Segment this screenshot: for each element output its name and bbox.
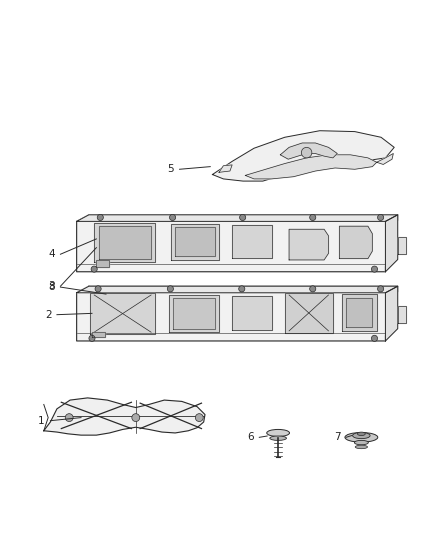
Circle shape xyxy=(371,335,378,342)
Text: 1: 1 xyxy=(38,416,45,426)
Polygon shape xyxy=(398,237,406,254)
Circle shape xyxy=(239,286,245,292)
Circle shape xyxy=(310,286,316,292)
Ellipse shape xyxy=(270,436,286,440)
Text: 2: 2 xyxy=(45,310,52,320)
Polygon shape xyxy=(398,306,406,324)
Text: 4: 4 xyxy=(48,249,55,259)
Polygon shape xyxy=(377,154,393,165)
Polygon shape xyxy=(385,215,398,272)
Circle shape xyxy=(89,335,95,342)
Circle shape xyxy=(167,286,173,292)
Polygon shape xyxy=(169,295,219,332)
Ellipse shape xyxy=(357,432,365,435)
Polygon shape xyxy=(232,296,272,330)
Polygon shape xyxy=(342,294,377,332)
Circle shape xyxy=(301,147,312,158)
Circle shape xyxy=(97,214,103,221)
Polygon shape xyxy=(285,293,333,333)
Polygon shape xyxy=(339,226,372,259)
Polygon shape xyxy=(289,229,328,260)
Circle shape xyxy=(170,214,176,221)
Polygon shape xyxy=(92,332,105,337)
Polygon shape xyxy=(77,286,398,341)
Polygon shape xyxy=(219,165,232,172)
Polygon shape xyxy=(173,298,215,329)
Ellipse shape xyxy=(267,430,290,437)
Text: 3: 3 xyxy=(48,281,55,291)
Polygon shape xyxy=(99,226,151,259)
Polygon shape xyxy=(77,215,398,221)
Polygon shape xyxy=(280,143,337,159)
Circle shape xyxy=(91,266,97,272)
Polygon shape xyxy=(232,225,272,258)
Circle shape xyxy=(95,286,101,292)
Polygon shape xyxy=(44,398,205,435)
Ellipse shape xyxy=(354,440,368,445)
Text: 6: 6 xyxy=(247,432,254,442)
Text: 5: 5 xyxy=(167,164,174,174)
Polygon shape xyxy=(96,260,109,266)
Circle shape xyxy=(195,414,203,422)
Circle shape xyxy=(240,214,246,221)
Ellipse shape xyxy=(353,432,370,439)
Polygon shape xyxy=(90,293,155,334)
Polygon shape xyxy=(245,155,377,179)
Polygon shape xyxy=(175,227,215,256)
Circle shape xyxy=(371,266,378,272)
Circle shape xyxy=(378,214,384,221)
Circle shape xyxy=(65,414,73,422)
Ellipse shape xyxy=(355,445,367,449)
Polygon shape xyxy=(385,286,398,341)
Polygon shape xyxy=(94,223,155,262)
Polygon shape xyxy=(77,286,398,293)
Polygon shape xyxy=(77,215,398,272)
Polygon shape xyxy=(171,223,219,260)
Text: 8: 8 xyxy=(48,282,55,292)
Circle shape xyxy=(132,414,140,422)
Circle shape xyxy=(378,286,384,292)
Text: 7: 7 xyxy=(334,432,341,442)
Ellipse shape xyxy=(345,432,378,442)
Polygon shape xyxy=(212,131,394,181)
Polygon shape xyxy=(346,298,372,327)
Circle shape xyxy=(310,214,316,221)
